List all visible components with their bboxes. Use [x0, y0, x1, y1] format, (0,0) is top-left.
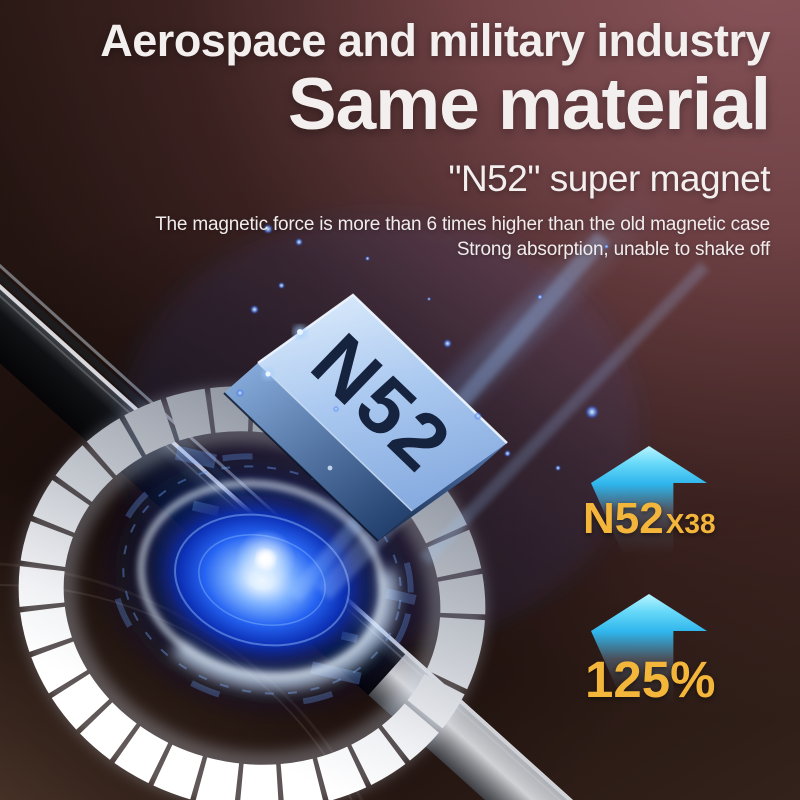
n52-magnet-block: N52	[223, 293, 508, 542]
glow-particle	[278, 282, 285, 289]
glow-particle	[295, 238, 303, 246]
header: Aerospace and military industry Same mat…	[100, 15, 771, 262]
glow-particle	[474, 412, 482, 420]
description-line-2: Strong absorption, unable to shake off	[456, 239, 770, 261]
glow-particle	[604, 244, 609, 249]
glow-particle	[365, 256, 370, 261]
grade-sub: X38	[665, 508, 716, 539]
grade-main: N52	[583, 494, 664, 543]
glow-particle	[333, 406, 339, 412]
glow-particle	[504, 450, 511, 457]
subheadline-magnet: "N52" super magnet	[448, 157, 770, 199]
description-line-1: The magnetic force is more than 6 times …	[155, 213, 770, 235]
headline-material: Same material	[287, 63, 771, 145]
glow-particle	[537, 294, 543, 300]
grade-annotation: N52 X38	[583, 494, 716, 544]
glow-particle	[263, 224, 273, 234]
glow-particle	[236, 389, 244, 397]
strength-annotation: 125%	[585, 651, 716, 708]
description: The magnetic force is more than 6 times …	[100, 212, 770, 262]
glow-particle	[555, 465, 561, 471]
headline-industry: Aerospace and military industry	[100, 15, 770, 66]
glow-particle	[443, 339, 452, 348]
glow-particle	[427, 297, 431, 301]
glow-particle	[585, 405, 599, 419]
glow-particle	[250, 305, 259, 314]
